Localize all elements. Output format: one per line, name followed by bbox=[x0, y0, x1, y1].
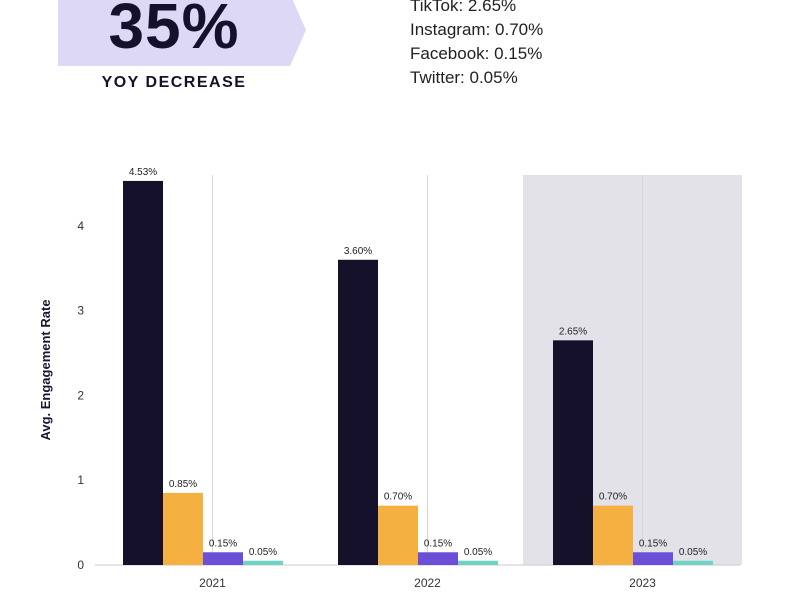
y-tick-label: 4 bbox=[77, 219, 84, 233]
headline-value: 35% bbox=[108, 0, 240, 62]
bar-value-label: 0.05% bbox=[464, 547, 492, 558]
y-tick-label: 0 bbox=[77, 558, 84, 572]
x-tick-label: 2022 bbox=[414, 576, 441, 590]
stat-banner bbox=[58, 0, 306, 66]
bar-value-label: 0.05% bbox=[679, 547, 707, 558]
bar bbox=[243, 560, 283, 565]
platform-rate-facebook: Facebook: 0.15% bbox=[410, 44, 543, 63]
bar-value-label: 0.70% bbox=[384, 492, 412, 503]
platform-rate-list: TikTok: 2.65% Instagram: 0.70% Facebook:… bbox=[410, 0, 543, 90]
x-tick-label: 2021 bbox=[199, 576, 226, 590]
bar bbox=[163, 492, 203, 565]
bar bbox=[673, 560, 713, 565]
bar-value-label: 0.05% bbox=[249, 547, 277, 558]
bar-value-label: 4.53% bbox=[129, 167, 157, 178]
platform-rate-tiktok: TikTok: 2.65% bbox=[410, 0, 517, 15]
headline-label: YOY DECREASE bbox=[101, 74, 247, 91]
bar bbox=[593, 505, 633, 565]
y-tick-label: 1 bbox=[77, 473, 84, 487]
platform-rate-twitter: Twitter: 0.05% bbox=[410, 68, 518, 87]
y-tick-label: 3 bbox=[77, 304, 84, 318]
bar-value-label: 0.70% bbox=[599, 492, 627, 503]
bar-value-label: 2.65% bbox=[559, 326, 587, 337]
y-tick-label: 2 bbox=[77, 388, 84, 402]
bar bbox=[458, 560, 498, 565]
bar bbox=[553, 340, 593, 565]
y-axis-title: Avg. Engagement Rate bbox=[38, 299, 53, 440]
bar bbox=[378, 505, 418, 565]
bar-value-label: 0.15% bbox=[424, 538, 452, 549]
bar bbox=[418, 552, 458, 565]
x-tick-label: 2023 bbox=[629, 576, 656, 590]
bar-value-label: 0.85% bbox=[169, 479, 197, 490]
bar-value-label: 0.15% bbox=[639, 538, 667, 549]
platform-rate-instagram: Instagram: 0.70% bbox=[410, 20, 544, 39]
bar bbox=[123, 180, 163, 565]
bar bbox=[203, 552, 243, 565]
bar-value-label: 0.15% bbox=[209, 538, 237, 549]
bar-value-label: 3.60% bbox=[344, 246, 372, 257]
bar bbox=[633, 552, 673, 565]
bar bbox=[338, 259, 378, 565]
